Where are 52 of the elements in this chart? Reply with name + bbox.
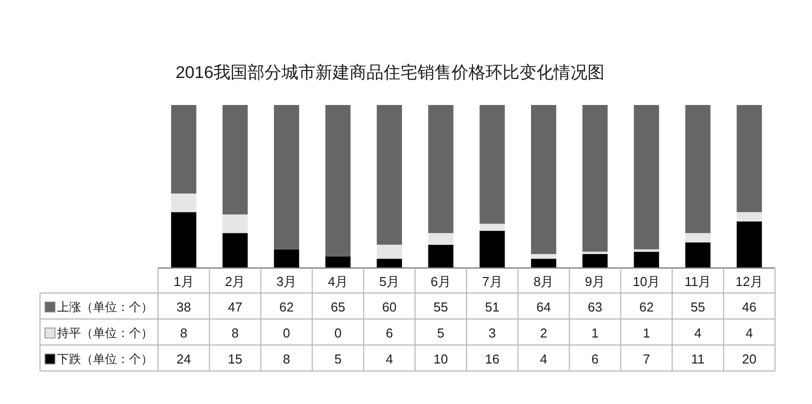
data-label: 4	[694, 326, 702, 340]
legend-label: 下跌（单位：个）	[57, 352, 153, 366]
data-label: 20	[742, 352, 757, 366]
x-tick-label: 2月	[225, 274, 246, 289]
x-tick-label: 11月	[684, 274, 712, 289]
data-label: 8	[180, 326, 188, 340]
data-label: 51	[484, 300, 500, 314]
data-label: 55	[434, 300, 448, 314]
data-label: 4	[540, 352, 548, 366]
data-label: 55	[690, 300, 706, 314]
data-label: 4	[746, 326, 753, 340]
data-label: 47	[228, 300, 242, 314]
data-label: 6	[386, 326, 393, 340]
data-label: 1	[642, 326, 650, 340]
data-label: 4	[386, 352, 393, 366]
data-label: 8	[232, 326, 239, 340]
data-label: 64	[536, 300, 551, 314]
data-label: 63	[588, 300, 602, 314]
data-label: 8	[282, 352, 290, 366]
x-tick-label: 5月	[379, 274, 400, 289]
data-label: 60	[382, 300, 397, 314]
title: 2016我国部分城市新建商品住宅销售价格环比变化情况图	[176, 63, 604, 82]
x-tick-label: 8月	[534, 274, 554, 289]
x-tick-label: 10月	[632, 274, 660, 289]
legend-label: 上涨（单位：个）	[57, 300, 153, 314]
data-label: 3	[488, 326, 496, 340]
data-label: 11	[691, 352, 705, 366]
data-label: 46	[742, 300, 757, 314]
data-label: 16	[484, 352, 500, 366]
data-label: 5	[437, 326, 444, 340]
data-label: 38	[176, 300, 191, 314]
data-label: 62	[639, 300, 654, 314]
data-label: 65	[330, 300, 346, 314]
data-label: 7	[642, 352, 650, 366]
data-label: 15	[228, 352, 242, 366]
x-tick-label: 3月	[276, 274, 297, 289]
data-label: 0	[282, 326, 290, 340]
legend-label: 持平（单位：个）	[57, 326, 153, 340]
x-tick-label: 7月	[482, 274, 502, 289]
x-tick-label: 1月	[174, 274, 194, 289]
data-label: 0	[334, 326, 342, 340]
data-label: 10	[434, 352, 448, 366]
data-label: 24	[176, 352, 191, 366]
x-tick-label: 12月	[736, 274, 764, 289]
x-tick-label: 9月	[584, 274, 606, 289]
data-label: 2	[540, 326, 548, 340]
data-label: 6	[591, 352, 599, 366]
data-label: 1	[591, 326, 599, 340]
data-label: 5	[334, 352, 342, 366]
x-tick-label: 4月	[328, 274, 348, 289]
x-tick-label: 6月	[430, 274, 451, 289]
data-label: 62	[279, 300, 294, 314]
